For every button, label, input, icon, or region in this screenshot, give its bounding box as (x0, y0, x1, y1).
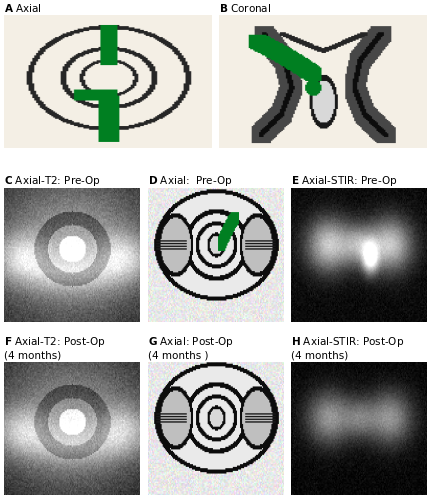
Text: $\bf{C}$ Axial-T2: Pre-Op: $\bf{C}$ Axial-T2: Pre-Op (4, 174, 101, 188)
Text: $\bf{B}$ Coronal: $\bf{B}$ Coronal (219, 2, 271, 14)
Text: $\bf{D}$ Axial:  Pre-Op: $\bf{D}$ Axial: Pre-Op (147, 174, 231, 188)
Text: $\bf{G}$ Axial: Post-Op
(4 months ): $\bf{G}$ Axial: Post-Op (4 months ) (147, 336, 233, 361)
Text: $\bf{E}$ Axial-STIR: Pre-Op: $\bf{E}$ Axial-STIR: Pre-Op (290, 174, 396, 188)
Text: $\bf{H}$ Axial-STIR: Post-Op
(4 months): $\bf{H}$ Axial-STIR: Post-Op (4 months) (290, 336, 403, 361)
Text: $\bf{F}$ Axial-T2: Post-Op
(4 months): $\bf{F}$ Axial-T2: Post-Op (4 months) (4, 336, 105, 361)
Text: $\bf{A}$ Axial: $\bf{A}$ Axial (4, 2, 42, 14)
